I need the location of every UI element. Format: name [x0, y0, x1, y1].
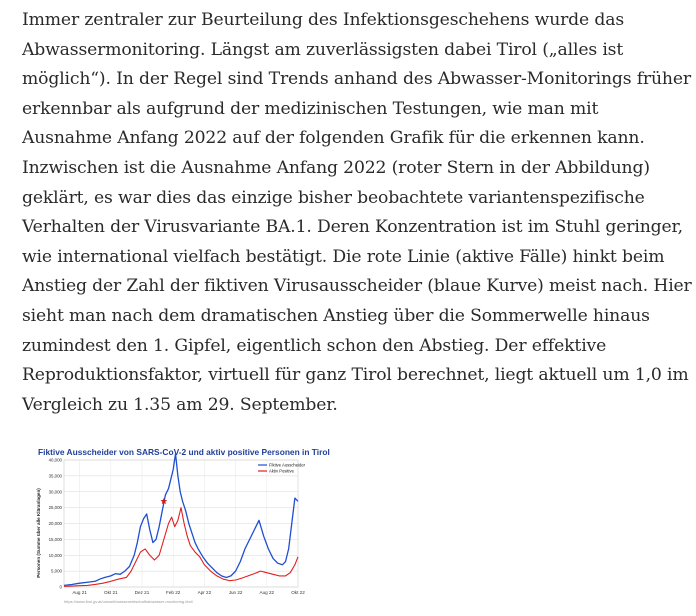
- y-tick-label: 40,000: [49, 458, 63, 463]
- paragraph-line: Ausnahme Anfang 2022 auf der folgenden G…: [22, 128, 645, 149]
- series-fiktive-ausscheider-line: [63, 452, 299, 587]
- source-url: https://www.tirol.gv.at/umwelt/wasserwir…: [64, 599, 194, 604]
- x-tick-label: Jun 22: [229, 590, 243, 595]
- y-tick-label: 15,000: [49, 537, 63, 542]
- paragraph-line: wie international vielfach bestätigt. Di…: [22, 246, 665, 267]
- series: [63, 452, 299, 587]
- x-tick-label: Dez 21: [135, 590, 150, 595]
- star-marker: [160, 497, 168, 505]
- series-aktiv-positive-line: [63, 507, 299, 587]
- paragraph-line: Immer zentraler zur Beurteilung des Infe…: [22, 10, 624, 30]
- chart-figure: Fiktive Ausscheider von SARS-CoV-2 und a…: [30, 438, 330, 608]
- paragraph-line: geklärt, es war dies das einzige bisher …: [22, 187, 645, 208]
- paragraph-line: möglich“). In der Regel sind Trends anha…: [22, 69, 691, 90]
- paragraph-line: Abwassermonitoring. Längst am zuverlässi…: [22, 39, 624, 60]
- chart-title: Fiktive Ausscheider von SARS-CoV-2 und a…: [38, 447, 330, 457]
- paragraph-line: erkennbar als aufgrund der medizinischen…: [22, 98, 599, 119]
- y-tick-label: 5,000: [51, 569, 63, 574]
- paragraph-line: Verhalten der Virusvariante BA.1. Deren …: [22, 217, 683, 238]
- y-tick-label: 10,000: [49, 553, 63, 558]
- legend-label: Aktiv Positive: [269, 469, 295, 474]
- paragraph-line: Anstieg der Zahl der fiktiven Virusaussc…: [22, 276, 692, 297]
- x-tick-label: Aug 21: [72, 590, 87, 595]
- x-tick-label: Okt 22: [291, 590, 305, 595]
- x-tick-label: Okt 21: [104, 590, 118, 595]
- grid: [63, 459, 299, 588]
- paragraph-line: sieht man nach dem dramatischen Anstieg …: [22, 305, 650, 326]
- paragraph-line: Reproduktionsfaktor, virtuell für ganz T…: [22, 365, 689, 386]
- paragraph-line: Vergleich zu 1.35 am 29. September.: [22, 394, 338, 415]
- y-axis-label: Personen (Summe über alle Kläranlagen): [36, 488, 41, 578]
- y-tick-label: 30,000: [49, 489, 63, 494]
- legend-label: Fiktive Ausscheider: [269, 463, 306, 468]
- paragraph-line: Inzwischen ist die Ausnahme Anfang 2022 …: [22, 157, 650, 178]
- article-paragraph: Immer zentraler zur Beurteilung des Infe…: [22, 6, 692, 420]
- axes: 0 5,000 10,000 15,000 20,000 25,000 30,000 35,0…: [49, 458, 306, 595]
- paragraph-line: zumindest den 1. Gipfel, eigentlich scho…: [22, 335, 607, 356]
- y-tick-label: 35,000: [49, 473, 63, 478]
- y-tick-label: 20,000: [49, 521, 63, 526]
- y-tick-label: 0: [60, 585, 63, 590]
- y-tick-label: 25,000: [49, 505, 63, 510]
- x-tick-label: Feb 22: [166, 590, 181, 595]
- chart-svg: Fiktive Ausscheider von SARS-CoV-2 und a…: [36, 447, 330, 604]
- x-tick-label: Apr 22: [198, 590, 212, 595]
- x-tick-label: Aug 22: [260, 590, 275, 595]
